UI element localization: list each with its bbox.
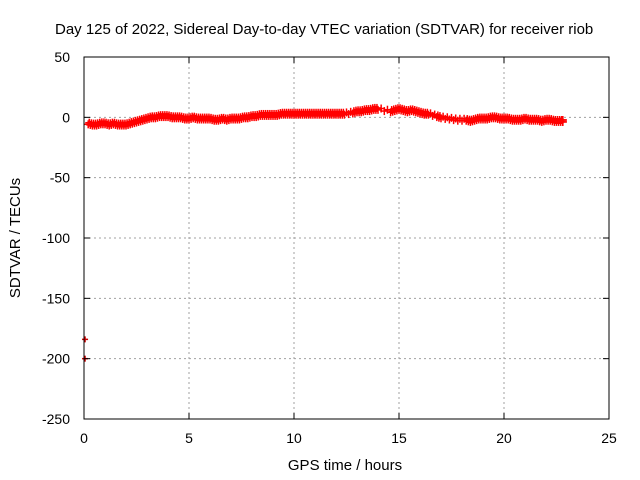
y-tick-label: 0	[62, 109, 70, 125]
x-tick-label: 25	[601, 430, 617, 446]
x-axis-title: GPS time / hours	[288, 457, 402, 474]
x-tick-label: 0	[80, 430, 88, 446]
y-tick-label: -100	[42, 230, 70, 246]
x-tick-labels: 0 5 10 15 20 25	[80, 430, 617, 446]
y-axis-title: SDTVAR / TECUs	[7, 178, 24, 298]
x-tick-label: 15	[391, 430, 407, 446]
y-tick-label: -200	[42, 351, 70, 367]
chart-title: Day 125 of 2022, Sidereal Day-to-day VTE…	[55, 21, 593, 38]
data-point	[558, 115, 567, 124]
x-tick-label: 20	[496, 430, 512, 446]
y-tick-label: -150	[42, 290, 70, 306]
data-points	[82, 103, 567, 362]
y-tick-label: 50	[54, 49, 70, 65]
x-tick-label: 5	[185, 430, 193, 446]
y-tick-label: -250	[42, 411, 70, 427]
y-tick-label: -50	[50, 170, 70, 186]
outlier-point	[82, 336, 89, 343]
y-tick-labels: -250 -200 -150 -100 -50 0 50	[42, 49, 70, 427]
axis-ticks	[83, 56, 610, 420]
x-tick-label: 10	[286, 430, 302, 446]
